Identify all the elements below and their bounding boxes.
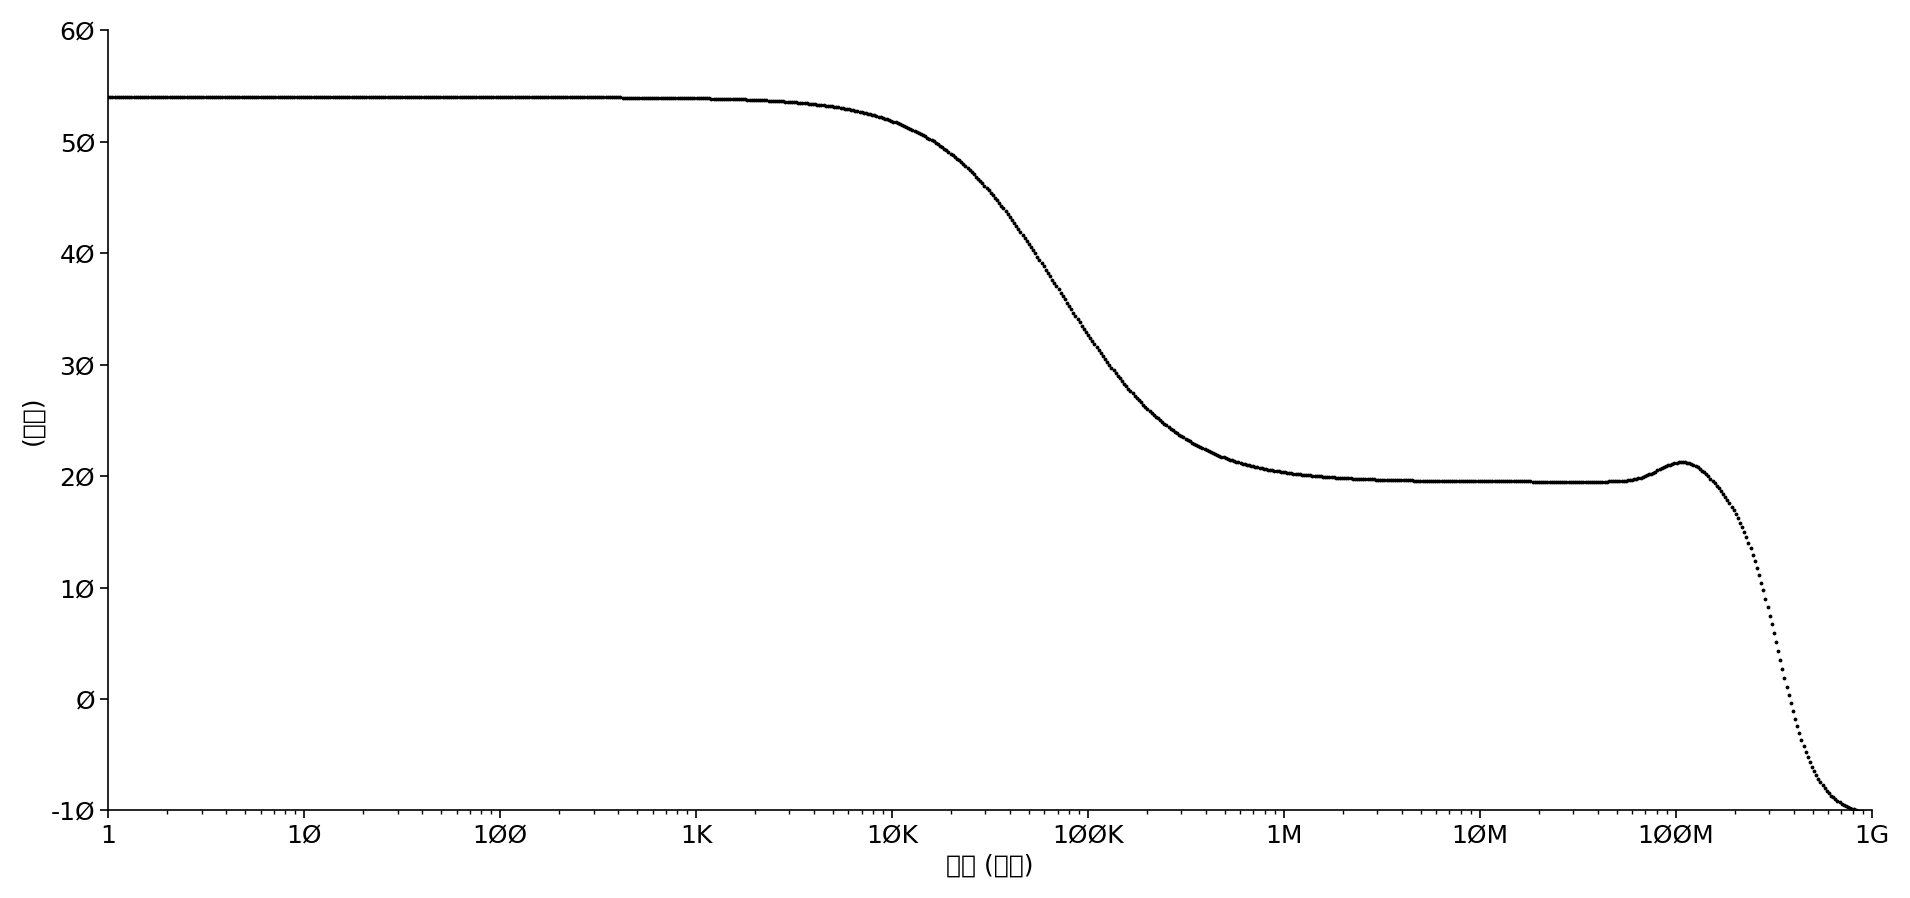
Y-axis label: (分贝): (分贝) (21, 396, 44, 445)
X-axis label: 频率 (赫兹): 频率 (赫兹) (945, 853, 1033, 877)
